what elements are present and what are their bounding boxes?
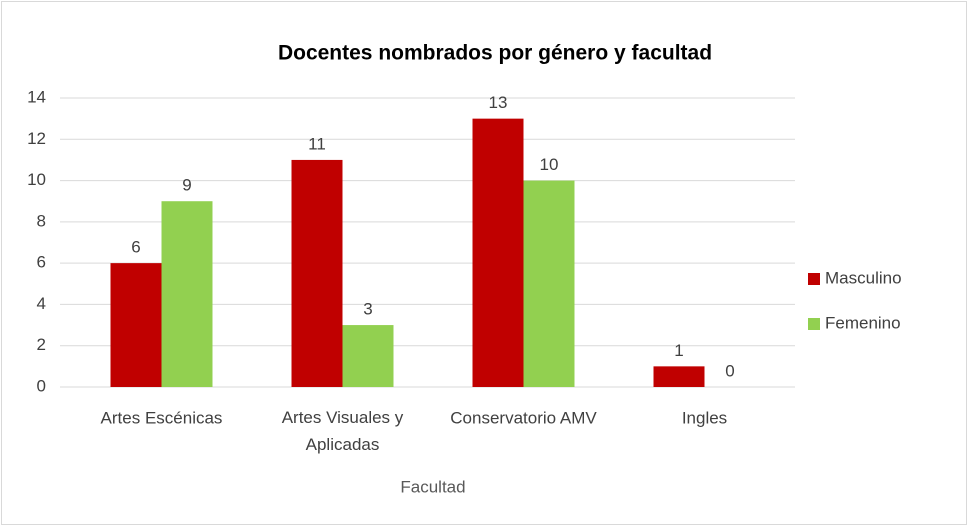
value-label: 9 [182,176,191,195]
bar [472,118,524,388]
legend-label: Femenino [825,313,901,332]
chart-title: Docentes nombrados por género y facultad [278,42,712,65]
value-label: 1 [674,341,683,360]
y-tick-label: 4 [37,294,46,313]
value-label: 13 [489,93,508,112]
value-label: 11 [308,134,326,153]
legend-label: Masculino [825,268,902,287]
bar [110,263,162,387]
y-tick-label: 6 [37,253,46,272]
x-tick-label: Ingles [682,408,727,427]
value-label: 3 [363,300,372,319]
legend-swatch [808,273,820,285]
bar [523,180,575,387]
x-tick-label: Artes Escénicas [101,408,223,427]
bar [291,159,343,387]
value-label: 6 [131,238,140,257]
value-label: 10 [540,155,559,174]
bar [161,201,213,387]
y-tick-label: 8 [37,211,46,230]
bar [342,325,394,387]
legend-swatch [808,318,820,330]
y-tick-label: 14 [27,87,46,106]
x-axis-title: Facultad [400,477,465,496]
x-tick-label: Conservatorio AMV [450,408,597,427]
value-label: 0 [725,361,734,380]
y-tick-label: 0 [37,376,46,395]
y-tick-label: 10 [27,170,46,189]
y-tick-label: 2 [37,335,46,354]
x-tick-label: Artes Visuales y Aplicadas [282,408,404,454]
bar [653,366,705,387]
y-tick-label: 12 [27,129,46,148]
